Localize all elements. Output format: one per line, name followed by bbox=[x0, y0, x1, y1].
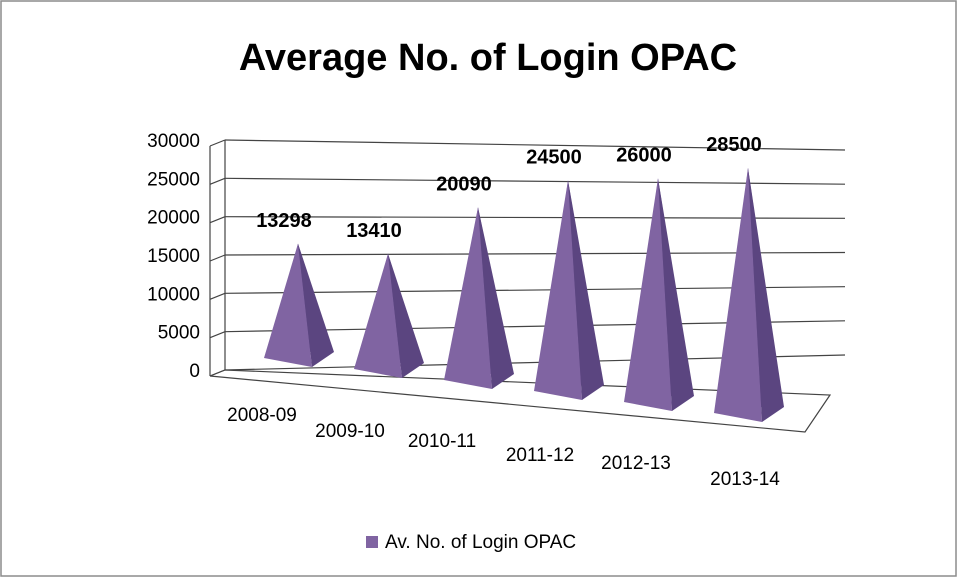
grid-line bbox=[224, 139, 846, 151]
pyramid-front-face bbox=[534, 180, 582, 400]
pyramid bbox=[534, 180, 604, 400]
value-label: 28500 bbox=[706, 134, 762, 156]
y-tick-label: 5000 bbox=[158, 323, 200, 344]
value-label: 13410 bbox=[346, 220, 402, 242]
pyramid-right-face bbox=[748, 167, 784, 422]
y-tick-label: 30000 bbox=[147, 131, 200, 152]
pyramid-right-face bbox=[388, 253, 424, 378]
chart-title: Average No. of Login OPAC bbox=[239, 37, 737, 79]
pyramid-front-face bbox=[264, 243, 312, 367]
pyramid bbox=[264, 243, 334, 367]
x-tick-label: 2012-13 bbox=[601, 453, 671, 474]
legend-label: Av. No. of Login OPAC bbox=[385, 532, 576, 553]
y-tick-label: 20000 bbox=[147, 208, 200, 229]
x-tick-label: 2008-09 bbox=[227, 405, 297, 426]
side-grid-line bbox=[209, 177, 226, 185]
pyramid-right-face bbox=[568, 180, 604, 400]
pyramid-front-face bbox=[354, 253, 402, 378]
value-label: 24500 bbox=[526, 147, 582, 169]
pyramid bbox=[714, 167, 784, 422]
y-tick-label: 10000 bbox=[147, 284, 200, 305]
grid-line bbox=[224, 177, 846, 185]
x-tick-label: 2013-14 bbox=[710, 469, 780, 490]
side-grid-line bbox=[209, 369, 226, 377]
pyramid-front-face bbox=[714, 167, 762, 422]
pyramid-front-face bbox=[444, 207, 492, 389]
pyramid-front-face bbox=[624, 178, 672, 411]
y-tick-label: 15000 bbox=[147, 246, 200, 267]
side-grid-line bbox=[209, 139, 226, 147]
side-grid-line bbox=[209, 216, 226, 224]
pyramid-right-face bbox=[658, 178, 694, 411]
side-grid-line bbox=[209, 254, 226, 262]
value-label: 20090 bbox=[436, 174, 492, 196]
x-tick-label: 2009-10 bbox=[315, 421, 385, 442]
pyramid-right-face bbox=[478, 207, 514, 389]
y-tick-label: 25000 bbox=[147, 169, 200, 190]
pyramid-right-face bbox=[298, 243, 334, 367]
legend-swatch bbox=[366, 536, 378, 548]
x-tick-label: 2011-12 bbox=[506, 445, 574, 466]
y-tick-label: 0 bbox=[189, 361, 200, 382]
pyramid bbox=[354, 253, 424, 378]
value-label: 13298 bbox=[256, 210, 312, 232]
pyramid bbox=[624, 178, 694, 411]
side-grid-line bbox=[209, 331, 226, 339]
side-grid-line bbox=[209, 292, 226, 300]
x-tick-label: 2010-11 bbox=[408, 431, 476, 452]
pyramid bbox=[444, 207, 514, 389]
value-label: 26000 bbox=[616, 145, 672, 167]
